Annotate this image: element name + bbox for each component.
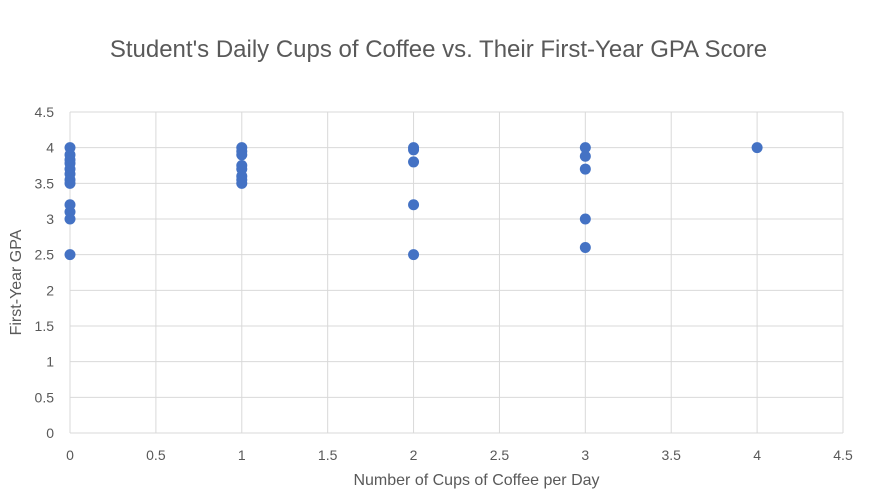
data-point bbox=[408, 144, 420, 156]
x-tick-label: 4 bbox=[753, 447, 761, 463]
y-tick-label: 2 bbox=[46, 282, 54, 298]
x-tick-label: 0.5 bbox=[146, 447, 166, 463]
grid-lines bbox=[69, 111, 844, 434]
x-axis-tick-labels: 0 0.5 1 1.5 2 2.5 3 3.5 4 4.5 bbox=[66, 447, 853, 463]
data-point bbox=[579, 242, 591, 254]
data-point bbox=[751, 142, 763, 154]
data-point bbox=[236, 177, 248, 189]
x-tick-label: 2.5 bbox=[490, 447, 510, 463]
data-point bbox=[408, 199, 420, 211]
data-points bbox=[64, 142, 763, 261]
data-point bbox=[408, 156, 420, 168]
x-tick-label: 0 bbox=[66, 447, 74, 463]
data-point bbox=[236, 149, 248, 161]
y-tick-label: 1 bbox=[46, 354, 54, 370]
y-tick-label: 3.5 bbox=[35, 175, 55, 191]
y-tick-label: 1.5 bbox=[35, 318, 55, 334]
x-tick-label: 1 bbox=[238, 447, 246, 463]
x-axis-title: Number of Cups of Coffee per Day bbox=[353, 472, 599, 489]
data-point bbox=[64, 177, 76, 189]
y-tick-label: 0 bbox=[46, 425, 54, 441]
data-point bbox=[64, 213, 76, 225]
x-tick-label: 1.5 bbox=[318, 447, 338, 463]
x-tick-label: 4.5 bbox=[833, 447, 853, 463]
x-tick-label: 3 bbox=[581, 447, 589, 463]
data-point bbox=[579, 213, 591, 225]
y-axis-tick-labels: 0 0.5 1 1.5 2 2.5 3 3.5 4 4.5 bbox=[35, 104, 55, 441]
y-tick-label: 4.5 bbox=[35, 104, 55, 120]
y-tick-label: 3 bbox=[46, 211, 54, 227]
data-point bbox=[64, 249, 76, 261]
data-point bbox=[579, 163, 591, 175]
x-tick-label: 2 bbox=[410, 447, 418, 463]
y-tick-label: 2.5 bbox=[35, 247, 55, 263]
data-point bbox=[579, 150, 591, 162]
data-point bbox=[579, 142, 591, 154]
y-tick-label: 0.5 bbox=[35, 389, 55, 405]
x-tick-label: 3.5 bbox=[661, 447, 681, 463]
y-axis-title: First-Year GPA bbox=[8, 229, 25, 335]
data-point bbox=[408, 249, 420, 261]
chart-title: Student's Daily Cups of Coffee vs. Their… bbox=[109, 36, 768, 63]
y-tick-label: 4 bbox=[46, 140, 54, 156]
